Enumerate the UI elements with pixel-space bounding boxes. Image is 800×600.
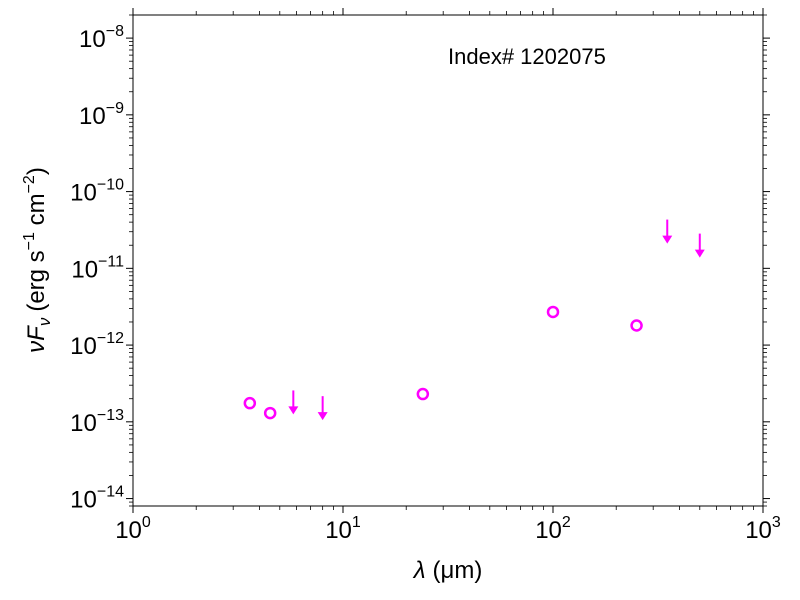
x-tick-label: 101: [325, 514, 361, 544]
upper-limit-arrow: [288, 390, 299, 415]
x-tick-labels: 100 101 102 103: [115, 514, 781, 544]
y-tick-label: 10−11: [71, 253, 124, 283]
y-tick-label: 10−14: [70, 484, 124, 514]
y-axis-unit-exp2: −2: [21, 175, 38, 193]
upper-limit-arrow: [317, 396, 328, 421]
y-axis-unit-mid: cm: [23, 193, 50, 232]
upper-limit-arrow-head: [317, 412, 328, 421]
x-axis-unit: (μm): [433, 557, 483, 584]
y-tick-label: 10−12: [70, 330, 124, 360]
y-tick-label: 10−9: [79, 100, 124, 130]
y-tick-label: 10−13: [70, 407, 124, 437]
y-axis-subscript: ν: [35, 317, 54, 326]
upper-limit-arrow: [694, 233, 705, 258]
detection-point: [546, 305, 560, 319]
y-axis-symbol: νF: [23, 325, 50, 353]
y-tick-label: 10−10: [70, 177, 124, 207]
x-tick-label: 100: [115, 514, 151, 544]
y-axis-label: νFν (erg s−1 cm−2): [21, 167, 54, 353]
x-axis-symbol: λ: [412, 557, 426, 584]
upper-limit-arrow: [662, 219, 673, 244]
y-axis-unit-post: ): [23, 167, 50, 175]
upper-limit-arrow-head: [694, 249, 705, 258]
plot-frame: [132, 14, 764, 507]
upper-limit-arrow-head: [662, 235, 673, 244]
detection-point: [243, 396, 257, 410]
detection-point: [630, 319, 643, 332]
chart-annotation: Index# 1202075: [448, 44, 606, 69]
x-tick-label: 103: [745, 514, 781, 544]
detection-point: [263, 406, 277, 420]
upper-limit-arrow-head: [288, 406, 299, 415]
y-tick-labels: 10−14 10−13 10−12 10−11 10−10 10−9 10−8: [70, 23, 124, 513]
y-tick-label: 10−8: [79, 23, 124, 53]
x-axis-label: λ (μm): [412, 557, 483, 584]
minor-ticks: [129, 11, 767, 510]
y-axis-unit-pre: (erg s: [23, 250, 50, 311]
y-axis-unit-exp1: −1: [21, 232, 38, 250]
detection-point: [416, 387, 430, 401]
x-tick-label: 102: [535, 514, 571, 544]
major-ticks: [126, 8, 770, 513]
data-marks: [243, 219, 705, 421]
